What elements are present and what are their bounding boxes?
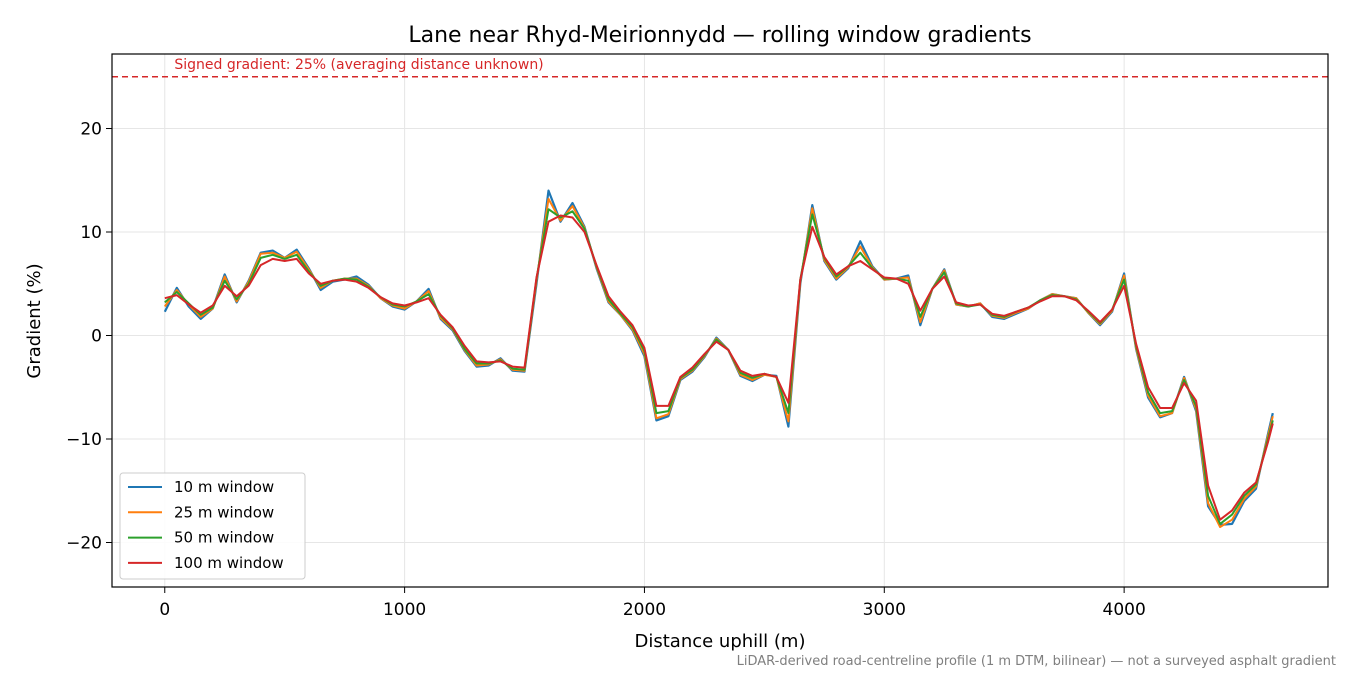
legend: 10 m window 25 m window 50 m window 100 m w… [119,472,306,580]
y-axis-title: Gradient (%) [24,263,45,378]
legend-box [119,472,306,580]
reference-line-label: Signed gradient: 25% (averaging distance… [174,57,543,73]
plot-frame [111,53,1329,588]
footnote: LiDAR-derived road-centreline profile (1… [737,654,1336,669]
x-tick-label: 0 [159,600,170,620]
reference-line-group: Signed gradient: 25% (averaging distance… [112,57,1328,78]
series-line-4 [164,214,1274,521]
x-tick-label: 3000 [863,600,906,620]
legend-label: 100 m window [174,554,284,572]
x-tick-label: 4000 [1103,600,1146,620]
y-tick-label: 20 [80,120,102,140]
y-tick-label: 0 [91,327,102,347]
y-tick-label: −10 [66,430,102,450]
legend-label: 50 m window [174,529,274,547]
x-axis-title: Distance uphill (m) [635,631,806,652]
grid-lines [112,54,1328,587]
legend-label: 10 m window [174,478,274,496]
series-lines [163,189,1274,528]
x-tick-label: 2000 [623,600,666,620]
axis-ticks: 0 1000 2000 3000 4000 −20 −10 0 10 20 [66,120,1146,620]
x-tick-label: 1000 [383,600,426,620]
y-tick-label: −20 [66,533,102,553]
chart-title: Lane near Rhyd-Meirionnydd — rolling win… [408,23,1031,48]
y-tick-label: 10 [80,223,102,243]
legend-label: 25 m window [174,503,274,521]
